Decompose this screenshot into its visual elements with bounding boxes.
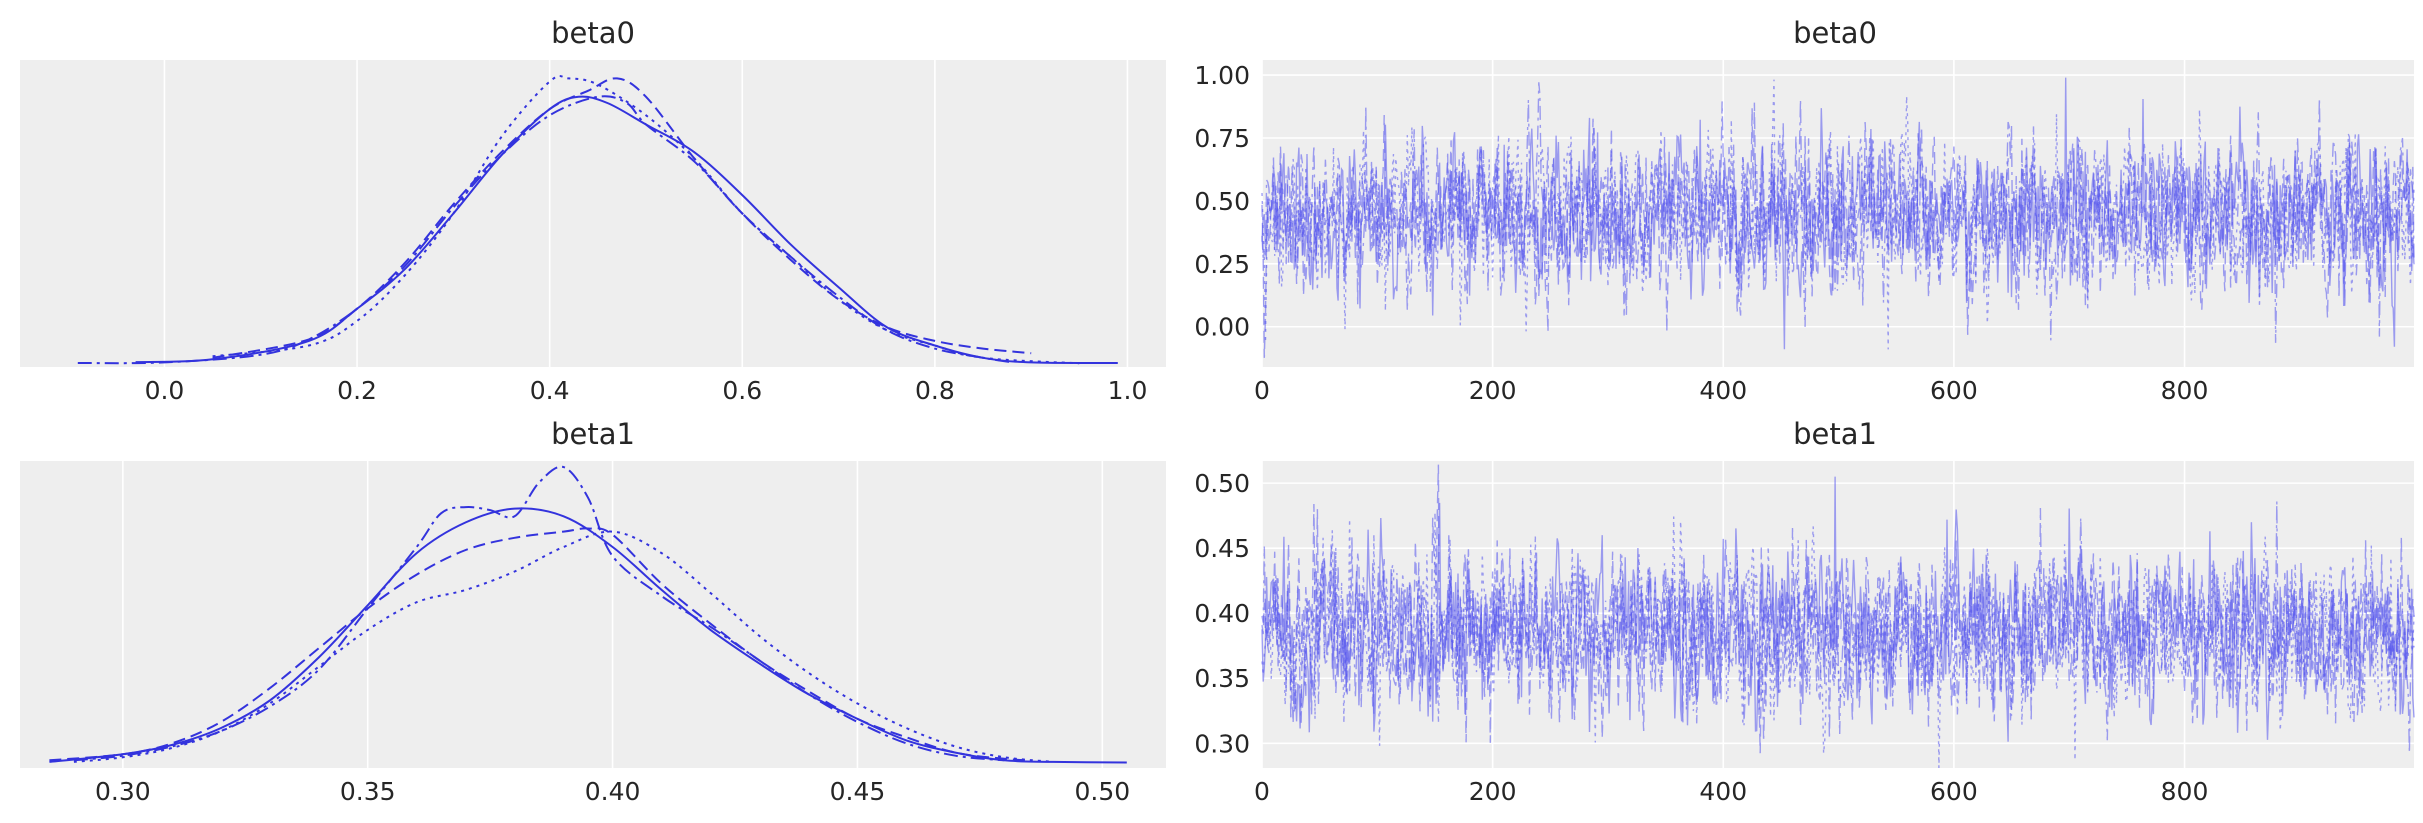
panel-title: beta1 <box>1793 417 1877 451</box>
x-tick-labels: 0 200 400 600 800 <box>1254 376 2208 405</box>
x-tick-label: 0.4 <box>530 376 570 405</box>
kde-line-chain-3 <box>77 95 1013 365</box>
x-tick-label: 0 <box>1254 777 1270 806</box>
panel-beta0-trace: beta0 0 200 400 600 800 0.00 0.25 0.50 0.75 1.00 <box>1194 16 2415 405</box>
panel-title: beta0 <box>551 16 635 50</box>
kde-line-chain-2 <box>212 77 1032 359</box>
y-tick-label: 0.00 <box>1194 313 1250 342</box>
x-tick-label: 800 <box>2161 376 2209 405</box>
y-tick-labels: 0.00 0.25 0.50 0.75 1.00 <box>1194 61 1250 342</box>
y-tick-label: 0.35 <box>1194 664 1250 693</box>
x-tick-label: 0.30 <box>95 777 151 806</box>
x-tick-label: 0.40 <box>585 777 641 806</box>
y-tick-label: 0.50 <box>1194 187 1250 216</box>
x-tick-label: 800 <box>2161 777 2209 806</box>
y-tick-label: 0.50 <box>1194 469 1250 498</box>
x-tick-label: 0.6 <box>722 376 762 405</box>
x-tick-label: 400 <box>1699 376 1747 405</box>
panel-title: beta1 <box>551 417 635 451</box>
x-tick-label: 200 <box>1469 777 1517 806</box>
x-tick-labels: 0.0 0.2 0.4 0.6 0.8 1.0 <box>145 376 1148 405</box>
kde-line-chain-3 <box>73 465 1005 762</box>
panel-beta1-kde: beta1 0.30 0.35 0.40 0.45 0.50 <box>20 417 1166 806</box>
panel-beta0-kde: beta0 0.0 0.2 0.4 0.6 0.8 1.0 <box>20 16 1166 405</box>
kde-line-chain-2 <box>49 527 1029 762</box>
plot-area <box>20 60 1166 367</box>
trace-line-chain-3 <box>1261 501 2415 754</box>
y-tick-label: 1.00 <box>1194 61 1250 90</box>
x-tick-label: 0 <box>1254 376 1270 405</box>
plot-area <box>1262 461 2414 768</box>
trace-line-chain-3 <box>1261 82 2415 343</box>
x-tick-label: 0.8 <box>915 376 955 405</box>
x-tick-label: 600 <box>1930 376 1978 405</box>
kde-line-chain-0 <box>49 507 1127 764</box>
x-tick-label: 400 <box>1699 777 1747 806</box>
grid-lines <box>122 461 1104 768</box>
trace-lines <box>1261 464 2415 769</box>
x-tick-label: 600 <box>1930 777 1978 806</box>
x-tick-label: 0.50 <box>1074 777 1130 806</box>
trace-line-chain-2 <box>1261 102 2415 358</box>
x-tick-label: 0.35 <box>340 777 396 806</box>
kde-lines <box>77 75 1118 365</box>
y-tick-label: 0.75 <box>1194 124 1250 153</box>
y-tick-labels: 0.30 0.35 0.40 0.45 0.50 <box>1194 469 1250 758</box>
y-tick-label: 0.40 <box>1194 599 1250 628</box>
x-tick-labels: 0 200 400 600 800 <box>1254 777 2208 806</box>
y-tick-label: 0.45 <box>1194 534 1250 563</box>
x-tick-labels: 0.30 0.35 0.40 0.45 0.50 <box>95 777 1130 806</box>
x-tick-label: 0.2 <box>337 376 377 405</box>
panel-title: beta0 <box>1793 16 1877 50</box>
x-tick-label: 0.45 <box>830 777 886 806</box>
kde-lines <box>49 465 1127 764</box>
trace-lines <box>1261 77 2415 358</box>
plot-area <box>20 461 1166 768</box>
y-tick-label: 0.25 <box>1194 250 1250 279</box>
grid-lines <box>163 60 1129 367</box>
panel-beta1-trace: beta1 0 200 400 600 800 0.30 0.35 0.40 0.45 0.50 <box>1194 417 2415 806</box>
x-tick-label: 0.0 <box>145 376 185 405</box>
x-tick-label: 1.0 <box>1108 376 1148 405</box>
y-tick-label: 0.30 <box>1194 729 1250 758</box>
x-tick-label: 200 <box>1469 376 1517 405</box>
